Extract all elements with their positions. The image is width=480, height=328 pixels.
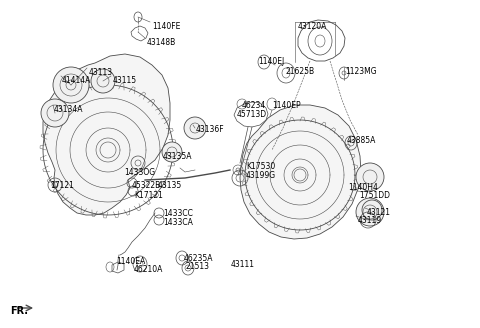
Text: 43135A: 43135A [163,152,192,161]
Text: 46210A: 46210A [134,265,163,274]
Text: 43121: 43121 [367,208,391,217]
Text: 1140EP: 1140EP [272,101,300,110]
Text: 1123MG: 1123MG [345,67,377,76]
Text: 1751DD: 1751DD [359,191,390,200]
Text: 43199G: 43199G [246,171,276,180]
Text: 45713D: 45713D [237,110,267,119]
Text: 1433CA: 1433CA [163,218,193,227]
Text: 45322B: 45322B [132,181,161,190]
Text: 43148B: 43148B [147,38,176,47]
Text: 1140EJ: 1140EJ [258,57,284,66]
Text: 43134A: 43134A [54,105,84,114]
Text: 43136F: 43136F [196,125,225,134]
Text: 43113: 43113 [89,68,113,77]
Ellipse shape [184,117,206,139]
Polygon shape [43,54,170,215]
Text: 43885A: 43885A [347,136,376,145]
Text: 41414A: 41414A [62,76,91,85]
Ellipse shape [53,67,89,103]
Text: 17121: 17121 [50,181,74,190]
Text: 1433OG: 1433OG [124,168,155,177]
Ellipse shape [91,69,115,93]
Ellipse shape [356,163,384,191]
Text: 46235A: 46235A [184,254,214,263]
Text: 43115: 43115 [113,76,137,85]
Text: FR.: FR. [10,306,28,316]
Text: 1433CC: 1433CC [163,209,193,218]
Text: 46234: 46234 [242,101,266,110]
Ellipse shape [356,198,384,226]
Ellipse shape [162,142,182,162]
Text: 43120A: 43120A [298,22,327,31]
Text: 1140EA: 1140EA [116,257,145,266]
Polygon shape [240,105,361,239]
Text: 21513: 21513 [186,262,210,271]
Text: K17121: K17121 [134,191,163,200]
Text: 21625B: 21625B [285,67,314,76]
Text: 43119: 43119 [358,216,382,225]
Text: 1140H4: 1140H4 [348,183,378,192]
Ellipse shape [41,99,69,127]
Text: K17530: K17530 [246,162,275,171]
Text: 43135: 43135 [158,181,182,190]
Text: 1140FE: 1140FE [152,22,180,31]
Text: 43111: 43111 [231,260,255,269]
